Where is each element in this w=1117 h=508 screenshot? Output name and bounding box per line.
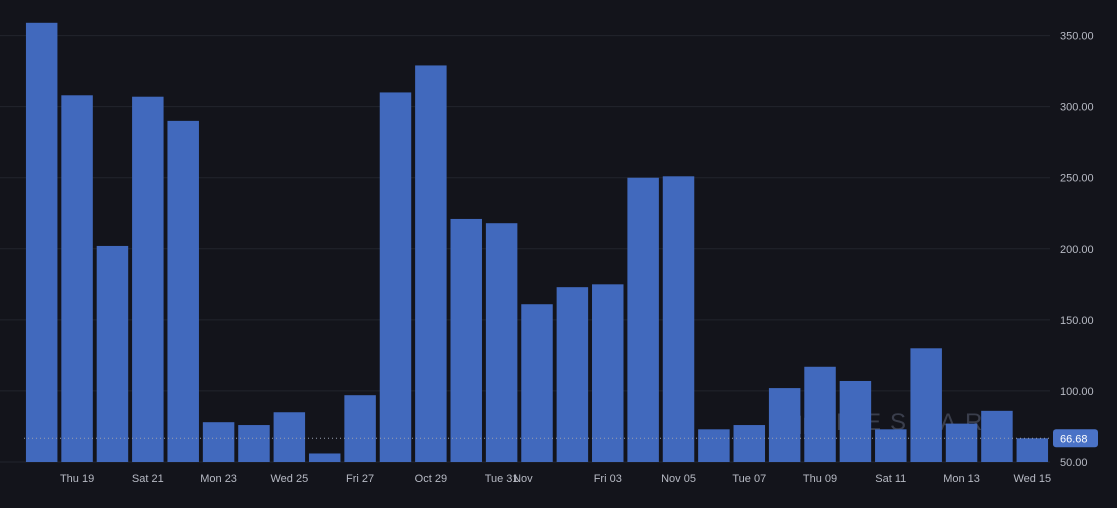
y-tick-label: 50.00 [1060,457,1088,469]
last-value-label: 66.68 [1060,433,1088,445]
bar[interactable] [592,284,624,462]
x-tick-label: Thu 09 [803,473,837,485]
bar[interactable] [1016,438,1049,462]
x-tick-label: Wed 15 [1013,473,1051,485]
y-tick-label: 150.00 [1060,315,1094,327]
bar[interactable] [273,412,306,462]
bar[interactable] [910,348,942,462]
bar[interactable] [627,177,659,462]
bar[interactable] [308,453,341,462]
bar[interactable] [662,176,695,462]
x-tick-label: Sat 21 [132,473,164,485]
bar[interactable] [132,96,164,462]
x-tick-label: Wed 25 [270,473,308,485]
bar[interactable] [839,380,872,462]
bar[interactable] [733,425,766,462]
last-value-badge [1053,429,1098,448]
bar[interactable] [875,429,907,462]
bar[interactable] [167,120,199,463]
x-tick-label: Thu 19 [60,473,94,485]
bar[interactable] [202,422,235,462]
bar[interactable] [344,395,376,462]
bar[interactable] [379,92,412,463]
x-axis: Thu 19 Sat 21 Mon 23 Wed 25 Fri 27 Oct 29 Tue … [60,473,1051,485]
last-value-marker: 66.68 [24,429,1098,448]
bar[interactable] [945,423,978,462]
x-tick-label: Fri 03 [594,473,622,485]
x-tick-label: Tue 07 [732,473,766,485]
x-tick-label: Nov [513,473,533,485]
bar[interactable] [485,223,518,462]
bar[interactable] [415,65,447,462]
bar[interactable] [96,245,129,462]
x-tick-label: Mon 23 [200,473,237,485]
x-tick-label: Tue 31 [485,473,519,485]
x-tick-label: Oct 29 [415,473,447,485]
y-tick-label: 300.00 [1060,102,1094,114]
x-tick-label: Mon 13 [943,473,980,485]
bar[interactable] [804,366,836,462]
bar[interactable] [981,410,1013,462]
bar[interactable] [556,287,589,462]
y-axis: 350.00 300.00 250.00 200.00 150.00 100.00 50.0… [1060,31,1094,469]
y-tick-label: 350.00 [1060,31,1094,43]
bar[interactable] [698,429,730,462]
x-tick-label: Nov 05 [661,473,696,485]
y-tick-label: 100.00 [1060,386,1094,398]
y-tick-label: 200.00 [1060,244,1094,256]
bar[interactable] [768,388,801,462]
bar[interactable] [238,425,270,462]
y-tick-label: 250.00 [1060,173,1094,185]
x-tick-label: Sat 11 [875,473,906,485]
x-tick-label: Fri 27 [346,473,374,485]
bar[interactable] [521,304,553,462]
bar[interactable] [25,22,58,463]
bar[interactable] [61,95,93,462]
bar[interactable] [450,218,482,462]
bars-layer [25,22,1049,463]
